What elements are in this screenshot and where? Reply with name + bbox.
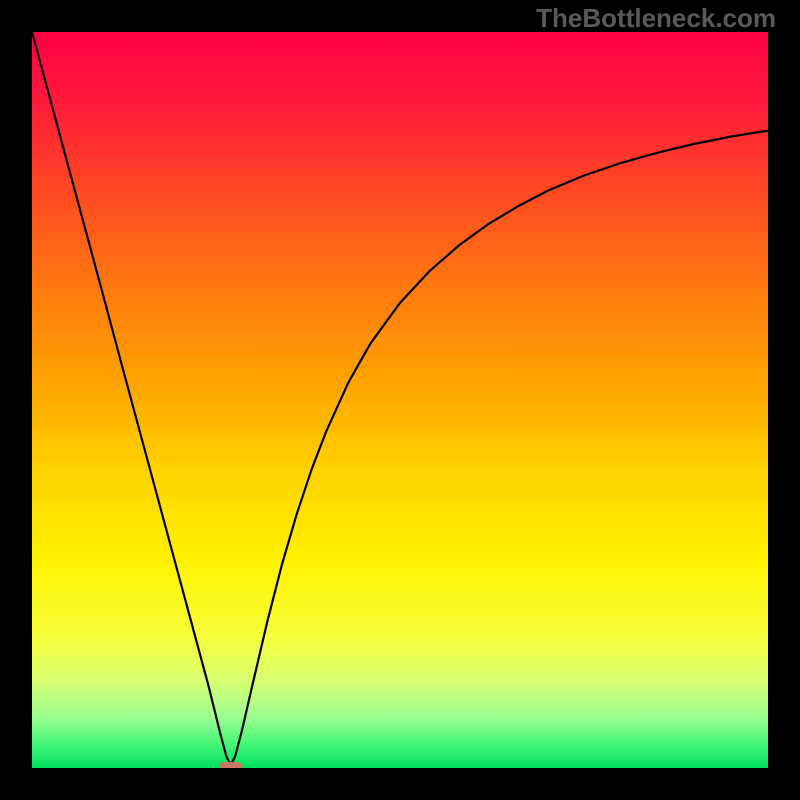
dip-marker [219,762,243,768]
watermark-text: TheBottleneck.com [536,3,776,34]
plot-background [32,32,768,768]
chart-root: TheBottleneck.com [0,0,800,800]
plot-area [32,32,768,768]
plot-svg [32,32,768,768]
